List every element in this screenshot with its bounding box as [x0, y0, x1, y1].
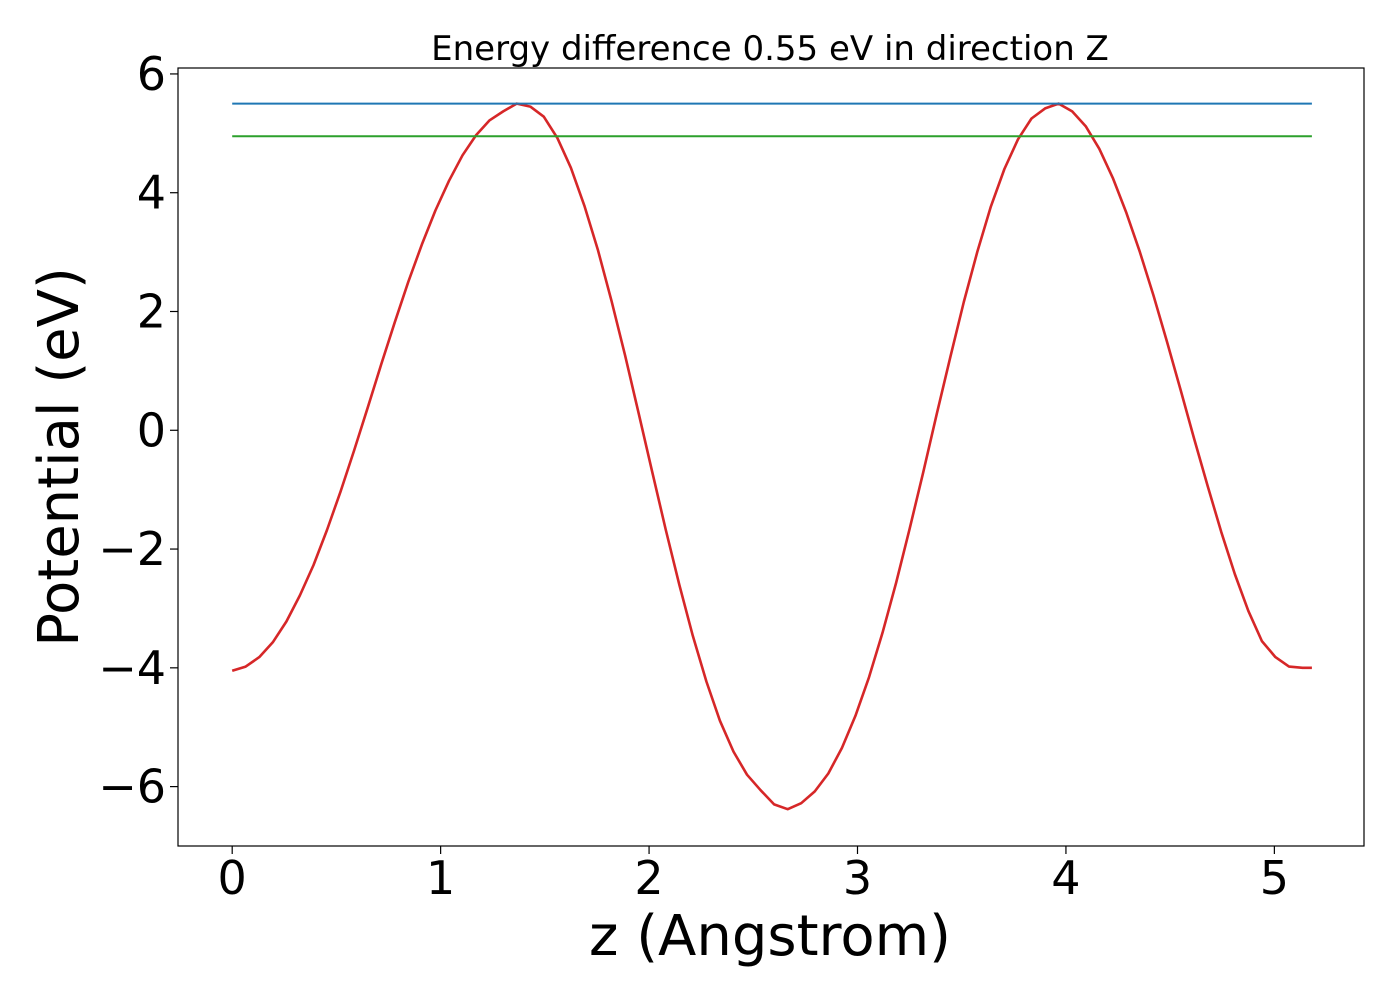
x-tick-label-5: 5: [1260, 851, 1289, 905]
plot-frame: [177, 67, 1365, 847]
y-tick-label-2: −2: [98, 522, 166, 576]
x-axis: 0 1 2 3 4 5: [218, 846, 1289, 905]
x-tick-label-4: 4: [1051, 851, 1080, 905]
chart-title: Energy difference 0.55 eV in direction Z: [431, 29, 1109, 69]
y-tick-label-4: 2: [137, 284, 166, 338]
y-axis-label: Potential (eV): [27, 267, 92, 647]
y-tick-label-5: 4: [137, 166, 166, 220]
series-layer: [231, 102, 1312, 811]
x-tick-label-2: 2: [634, 851, 663, 905]
x-tick-label-3: 3: [843, 851, 872, 905]
x-tick-label-0: 0: [218, 851, 247, 905]
x-tick-label-1: 1: [426, 851, 455, 905]
y-tick-label-3: 0: [137, 403, 166, 457]
y-tick-label-6: 6: [137, 47, 166, 101]
x-axis-label: z (Angstrom): [589, 904, 951, 969]
y-tick-label-0: −6: [98, 760, 166, 814]
series-line-0: [231, 102, 1312, 811]
y-axis: −6 −4 −2 0 2 4 6: [98, 47, 178, 814]
y-tick-label-1: −4: [98, 641, 166, 695]
